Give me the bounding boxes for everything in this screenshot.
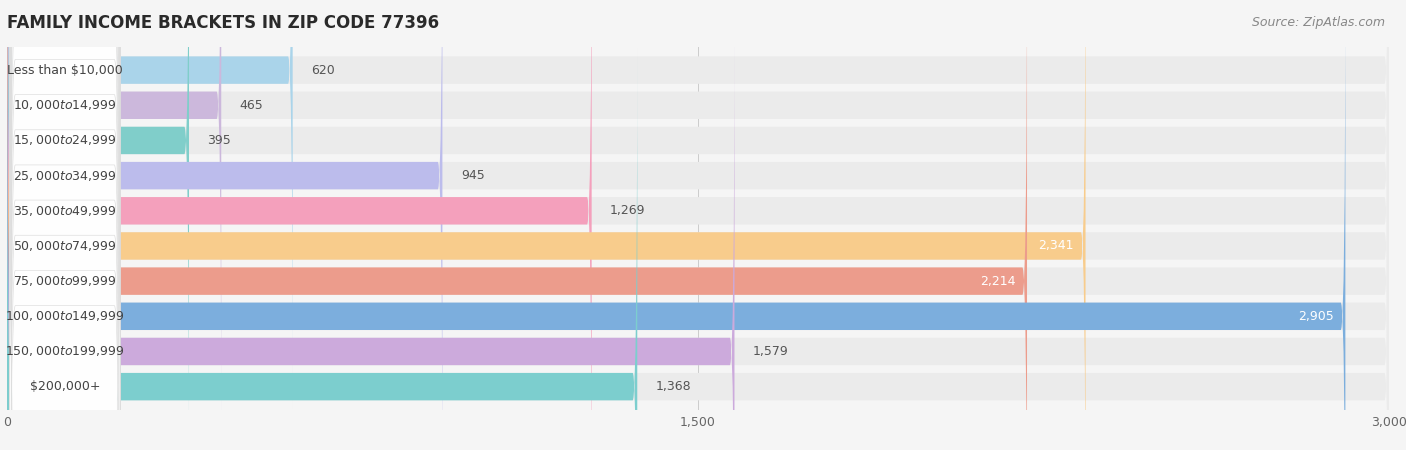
- Text: $25,000 to $34,999: $25,000 to $34,999: [13, 169, 117, 183]
- Text: $100,000 to $149,999: $100,000 to $149,999: [6, 309, 125, 323]
- FancyBboxPatch shape: [10, 0, 120, 450]
- FancyBboxPatch shape: [10, 0, 120, 450]
- FancyBboxPatch shape: [7, 0, 1389, 450]
- FancyBboxPatch shape: [7, 0, 221, 443]
- Text: 2,341: 2,341: [1039, 239, 1074, 252]
- Text: $35,000 to $49,999: $35,000 to $49,999: [13, 204, 117, 218]
- FancyBboxPatch shape: [7, 49, 1389, 450]
- Text: $150,000 to $199,999: $150,000 to $199,999: [6, 344, 125, 359]
- FancyBboxPatch shape: [7, 0, 1026, 450]
- FancyBboxPatch shape: [7, 14, 1389, 450]
- Text: $75,000 to $99,999: $75,000 to $99,999: [13, 274, 117, 288]
- FancyBboxPatch shape: [10, 10, 120, 450]
- Text: 2,905: 2,905: [1298, 310, 1334, 323]
- FancyBboxPatch shape: [7, 0, 1389, 443]
- Text: 945: 945: [461, 169, 485, 182]
- Text: $50,000 to $74,999: $50,000 to $74,999: [13, 239, 117, 253]
- Text: 1,368: 1,368: [655, 380, 692, 393]
- FancyBboxPatch shape: [7, 0, 1389, 450]
- FancyBboxPatch shape: [7, 0, 1389, 450]
- FancyBboxPatch shape: [10, 0, 120, 411]
- FancyBboxPatch shape: [7, 0, 292, 408]
- FancyBboxPatch shape: [10, 0, 120, 450]
- FancyBboxPatch shape: [7, 0, 592, 450]
- FancyBboxPatch shape: [7, 49, 637, 450]
- Text: 1,579: 1,579: [752, 345, 789, 358]
- FancyBboxPatch shape: [10, 45, 120, 450]
- FancyBboxPatch shape: [7, 0, 1389, 408]
- FancyBboxPatch shape: [7, 0, 188, 450]
- Text: Less than $10,000: Less than $10,000: [7, 63, 122, 76]
- FancyBboxPatch shape: [10, 0, 120, 450]
- FancyBboxPatch shape: [7, 0, 1389, 450]
- FancyBboxPatch shape: [7, 0, 1389, 450]
- Text: FAMILY INCOME BRACKETS IN ZIP CODE 77396: FAMILY INCOME BRACKETS IN ZIP CODE 77396: [7, 14, 439, 32]
- Text: $10,000 to $14,999: $10,000 to $14,999: [13, 98, 117, 112]
- FancyBboxPatch shape: [10, 0, 120, 450]
- FancyBboxPatch shape: [10, 0, 120, 450]
- FancyBboxPatch shape: [7, 0, 443, 450]
- FancyBboxPatch shape: [7, 14, 734, 450]
- FancyBboxPatch shape: [10, 0, 120, 446]
- FancyBboxPatch shape: [7, 0, 1346, 450]
- Text: 2,214: 2,214: [980, 274, 1015, 288]
- Text: 395: 395: [208, 134, 231, 147]
- Text: 1,269: 1,269: [610, 204, 645, 217]
- Text: 620: 620: [311, 63, 335, 76]
- Text: $15,000 to $24,999: $15,000 to $24,999: [13, 134, 117, 148]
- FancyBboxPatch shape: [7, 0, 1389, 450]
- Text: $200,000+: $200,000+: [30, 380, 100, 393]
- FancyBboxPatch shape: [7, 0, 1085, 450]
- Text: 465: 465: [239, 99, 263, 112]
- Text: Source: ZipAtlas.com: Source: ZipAtlas.com: [1251, 16, 1385, 29]
